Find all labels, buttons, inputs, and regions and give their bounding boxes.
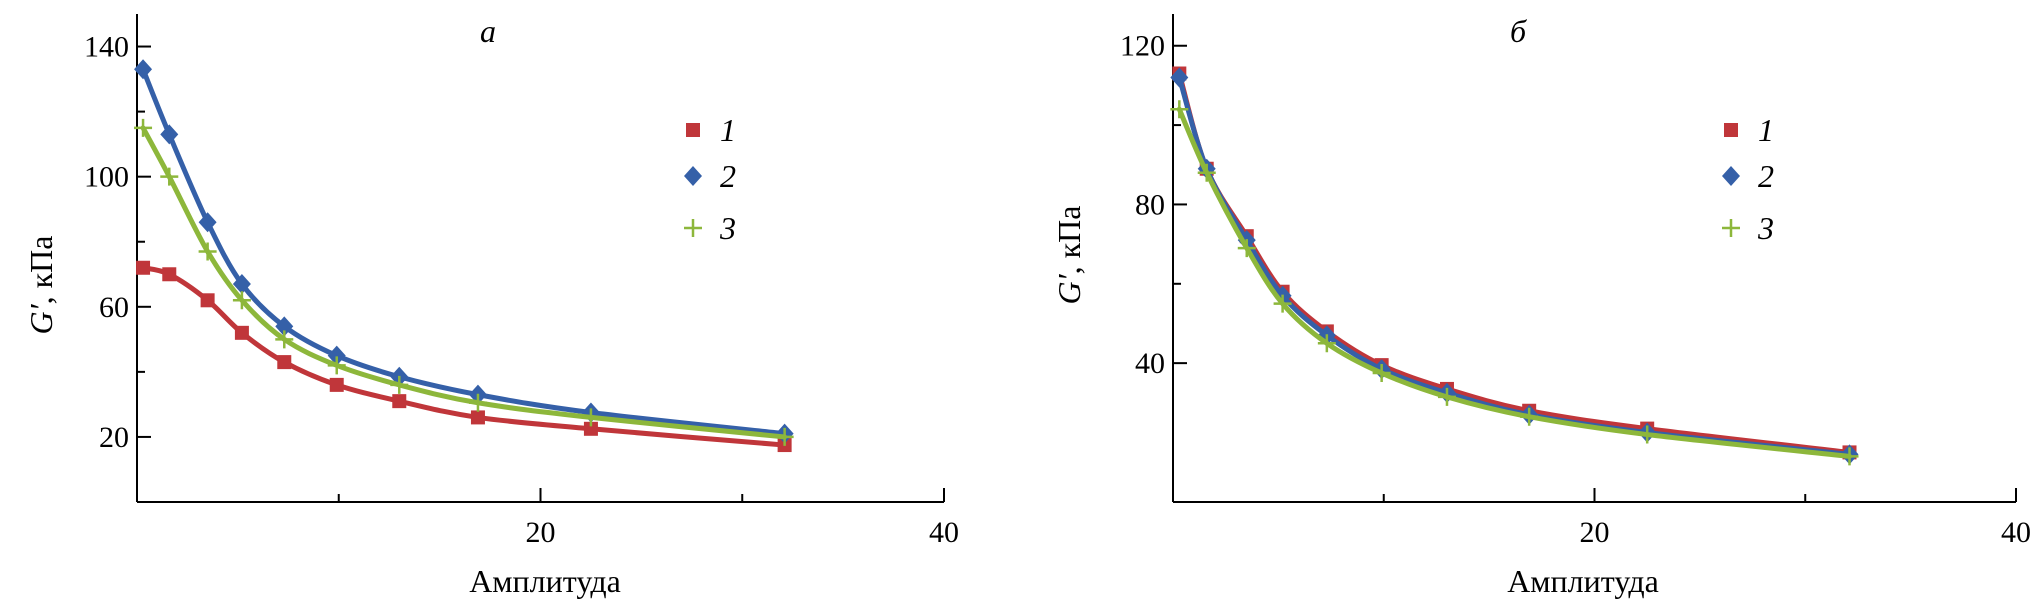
chart-a-series-1-point bbox=[583, 421, 598, 436]
chart-a-legend-label-1: 1 bbox=[720, 112, 736, 148]
chart-b-y-axis-symbol: G′ bbox=[1051, 273, 1087, 304]
chart-b-y-axis-unit: , кПа bbox=[1051, 206, 1087, 275]
chart-b-legend-label-1: 1 bbox=[1758, 112, 1774, 148]
chart-a-y-axis-title: G′, кПа bbox=[23, 236, 59, 335]
chart-b-legend-marker-2 bbox=[1722, 166, 1740, 186]
chart-a-legend-label-3: 3 bbox=[719, 210, 736, 246]
chart-a-series-2 bbox=[134, 59, 794, 444]
chart-a-panel-label: а bbox=[480, 13, 496, 49]
chart-b-series-3-point bbox=[1520, 407, 1539, 426]
chart-a-series-1-point bbox=[470, 410, 485, 425]
chart-a-y-tick-label: 100 bbox=[84, 161, 129, 194]
chart-b-x-axis-title: Амплитуда bbox=[1507, 563, 1659, 599]
chart-a-series-2-point bbox=[134, 59, 153, 80]
chart-b-series-3-line bbox=[1176, 106, 1853, 459]
chart-b-series-3-point bbox=[1840, 447, 1859, 466]
chart-a-series-3-point bbox=[581, 408, 600, 427]
chart-b-series bbox=[1170, 66, 1859, 466]
chart-a-series-3-point bbox=[327, 356, 346, 375]
chart-a-svg: 20 40 20 60 100 140 а Амплитуда G′, кПа 1 2 3 bbox=[23, 13, 959, 599]
chart-a-y-axis-unit: , кПа bbox=[23, 236, 59, 305]
chart-a-series-1-point bbox=[392, 394, 407, 409]
chart-a-series-3-point bbox=[275, 330, 294, 349]
chart-panel-a: 20 40 20 60 100 140 а Амплитуда G′, кПа 1 2 3 bbox=[23, 13, 959, 599]
chart-a-series-2-point bbox=[275, 316, 294, 337]
chart-a-legend-label-2: 2 bbox=[720, 158, 736, 194]
chart-b-series-3-point bbox=[1437, 387, 1456, 406]
chart-a-series-1 bbox=[136, 260, 792, 453]
chart-b-series-1-line bbox=[1176, 71, 1853, 455]
chart-a-series-2-point bbox=[160, 124, 179, 145]
chart-b-legend-marker-1 bbox=[1724, 123, 1738, 137]
chart-panel-b: 20 40 40 80 120 б Амплитуда G′, кПа 1 2 3 bbox=[1016, 0, 2032, 613]
chart-b-ticks: 20 40 40 80 120 bbox=[1120, 30, 2031, 549]
chart-a-legend-marker-1 bbox=[686, 123, 700, 137]
chart-a-series-2-point bbox=[198, 212, 217, 233]
chart-b-legend-label-3: 3 bbox=[1757, 210, 1774, 246]
chart-a-series-1-point bbox=[162, 267, 177, 282]
chart-b-svg: 20 40 40 80 120 б Амплитуда G′, кПа 1 2 3 bbox=[1051, 13, 2031, 599]
chart-a-series-3-point bbox=[160, 167, 179, 186]
chart-b-series-3-point bbox=[1197, 163, 1216, 182]
chart-b-series-2-point bbox=[1170, 67, 1189, 88]
chart-a-series-2-point bbox=[232, 274, 251, 295]
chart-a-y-tick-label: 60 bbox=[99, 291, 129, 324]
chart-b-legend-marker-3 bbox=[1722, 219, 1740, 237]
chart-a-legend-marker-3 bbox=[684, 219, 702, 237]
chart-b-legend-item-2: 2 bbox=[1722, 158, 1774, 194]
chart-b-y-axis-title: G′, кПа bbox=[1051, 206, 1087, 305]
chart-a-series-3 bbox=[134, 118, 794, 446]
chart-a-series-3-point bbox=[775, 427, 794, 446]
chart-b-series-1 bbox=[1172, 66, 1857, 460]
chart-a-x-axis-title: Амплитуда bbox=[469, 563, 621, 599]
chart-a-y-tick-label: 20 bbox=[99, 421, 129, 454]
chart-b-series-3-point bbox=[1372, 364, 1391, 383]
chart-a-legend: 1 2 3 bbox=[684, 112, 736, 246]
chart-a-y-axis-symbol: G′ bbox=[23, 303, 59, 334]
chart-b-series-2 bbox=[1170, 67, 1859, 465]
chart-b-legend: 1 2 3 bbox=[1722, 112, 1774, 246]
chart-a-series-1-point bbox=[277, 355, 292, 370]
chart-b-legend-item-1: 1 bbox=[1724, 112, 1774, 148]
chart-a-series-3-point bbox=[468, 393, 487, 412]
chart-a-legend-marker-2 bbox=[684, 166, 702, 186]
chart-b-y-tick-label: 80 bbox=[1135, 188, 1165, 221]
chart-b-series-3-point bbox=[1317, 334, 1336, 353]
chart-a-series-3-point bbox=[198, 242, 217, 261]
chart-b-legend-label-2: 2 bbox=[1758, 158, 1774, 194]
chart-a-series-3-point bbox=[232, 291, 251, 310]
chart-a-series-3-point bbox=[134, 118, 153, 137]
chart-b-x-tick-label: 40 bbox=[2001, 516, 2031, 549]
chart-a-series-1-point bbox=[329, 377, 344, 392]
chart-b-series-3-point bbox=[1273, 294, 1292, 313]
chart-a-x-tick-label: 40 bbox=[929, 516, 959, 549]
chart-b-series-3-point bbox=[1170, 100, 1189, 119]
chart-a-axes bbox=[136, 14, 944, 503]
chart-a-series-3-point bbox=[390, 375, 409, 394]
chart-a-legend-item-2: 2 bbox=[684, 158, 736, 194]
chart-a-series bbox=[134, 59, 794, 453]
chart-b-series-3-point bbox=[1237, 239, 1256, 258]
chart-a-series-1-point bbox=[234, 325, 249, 340]
chart-a-legend-item-3: 3 bbox=[684, 210, 736, 246]
chart-a-series-2-point bbox=[327, 345, 346, 366]
chart-b-x-tick-label: 20 bbox=[1580, 516, 1610, 549]
chart-a-series-1-point bbox=[200, 293, 215, 308]
chart-a-x-tick-label: 20 bbox=[526, 516, 556, 549]
chart-b-series-2-line bbox=[1176, 74, 1853, 457]
chart-a-legend-item-1: 1 bbox=[686, 112, 736, 148]
chart-b-y-tick-label: 40 bbox=[1135, 347, 1165, 380]
chart-b-panel-label: б bbox=[1510, 13, 1527, 49]
chart-b-y-tick-label: 120 bbox=[1120, 30, 1165, 63]
chart-b-series-3-point bbox=[1638, 425, 1657, 444]
chart-a-ticks: 20 40 20 60 100 140 bbox=[84, 31, 959, 549]
chart-b-series-3 bbox=[1170, 100, 1859, 466]
chart-a-y-tick-label: 140 bbox=[84, 31, 129, 64]
chart-a-series-1-point bbox=[136, 260, 151, 275]
chart-b-legend-item-3: 3 bbox=[1722, 210, 1774, 246]
